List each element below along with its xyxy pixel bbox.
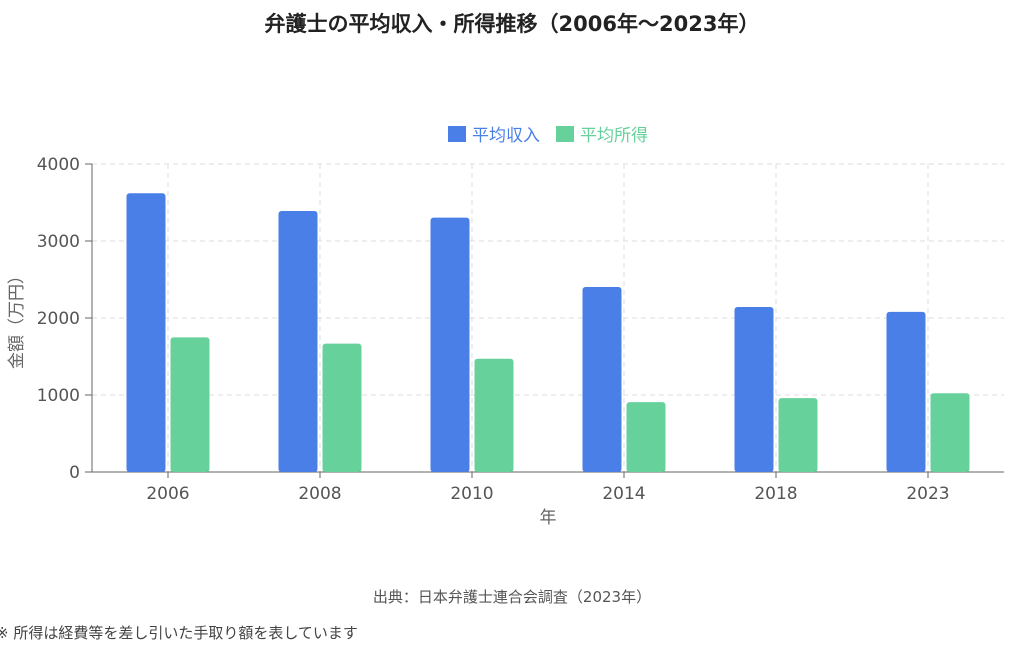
bar-earnings-2023 xyxy=(930,393,970,472)
bar-income-2018 xyxy=(734,306,774,472)
legend-swatch-earnings xyxy=(556,126,574,142)
bars xyxy=(126,193,970,472)
bar-earnings-2018 xyxy=(778,398,818,472)
bar-earnings-2008 xyxy=(322,343,362,472)
bar-income-2008 xyxy=(278,211,318,472)
bar-income-2006 xyxy=(126,193,166,472)
axes: 0 1000 2000 3000 4000 2006 2008 2010 2014 2018 202… xyxy=(37,155,1004,504)
legend: 平均収入 平均所得 xyxy=(448,126,648,146)
legend-label-earnings: 平均所得 xyxy=(580,126,648,146)
bar-earnings-2014 xyxy=(626,402,666,472)
footnote: ※ 所得は経費等を差し引いた手取り額を表しています xyxy=(0,624,358,642)
bar-income-2023 xyxy=(886,311,926,472)
source-note: 出典：日本弁護士連合会調査（2023年） xyxy=(372,588,652,606)
y-tick-label: 3000 xyxy=(37,232,80,252)
bar-earnings-2006 xyxy=(170,337,210,472)
bar-income-2014 xyxy=(582,287,622,472)
chart-title: 弁護士の平均収入・所得推移（2006年〜2023年） xyxy=(264,12,760,36)
bar-earnings-2010 xyxy=(474,358,514,472)
x-tick-label: 2006 xyxy=(146,484,189,504)
y-tick-label: 0 xyxy=(69,463,80,483)
x-tick-label: 2010 xyxy=(450,484,493,504)
legend-swatch-income xyxy=(448,126,466,142)
x-tick-label: 2023 xyxy=(906,484,949,504)
y-tick-label: 1000 xyxy=(37,386,80,406)
legend-label-income: 平均収入 xyxy=(472,126,540,146)
gridlines xyxy=(92,163,1004,472)
x-tick-label: 2014 xyxy=(602,484,645,504)
bar-income-2010 xyxy=(430,217,470,472)
y-tick-label: 4000 xyxy=(37,155,80,175)
y-tick-label: 2000 xyxy=(37,309,80,329)
y-axis-label: 金額（万円） xyxy=(7,267,27,369)
x-axis-label: 年 xyxy=(540,508,557,528)
x-tick-label: 2008 xyxy=(298,484,341,504)
x-tick-label: 2018 xyxy=(754,484,797,504)
